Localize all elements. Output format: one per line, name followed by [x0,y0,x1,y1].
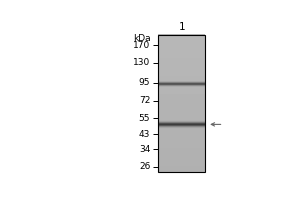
Text: 170: 170 [133,41,150,50]
Text: kDa: kDa [133,34,150,43]
Text: 26: 26 [139,162,150,171]
Text: 43: 43 [139,130,150,139]
Text: 95: 95 [139,78,150,87]
Text: 130: 130 [133,58,150,67]
Bar [158,35,205,172]
Text: 1: 1 [178,22,185,32]
Text: 72: 72 [139,96,150,105]
Text: 34: 34 [139,145,150,154]
Text: 55: 55 [139,114,150,123]
